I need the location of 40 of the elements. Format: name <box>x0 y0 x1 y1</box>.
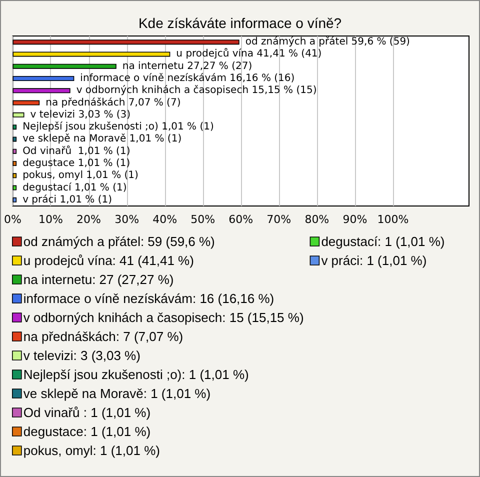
x-tick-label: 20% <box>76 213 101 226</box>
x-tick-label: 90% <box>342 213 368 226</box>
legend-label: v televizi: 3 (3,03 %) <box>23 348 140 363</box>
x-tick-label: 0% <box>4 213 22 226</box>
data-label: u prodejců vína 41,41 % (41) <box>176 48 322 60</box>
legend-label: degustace: 1 (1,01 %) <box>23 424 151 439</box>
x-tick-label: 100% <box>377 213 409 226</box>
legend-label: ve sklepě na Moravě: 1 (1,01 %) <box>23 386 211 401</box>
data-label: na internetu 27,27 % (27) <box>122 60 252 72</box>
legend-label: u prodejců vína: 41 (41,41 %) <box>23 253 194 268</box>
chart-title: Kde získáváte informace o víně? <box>138 15 342 31</box>
legend-label: na internetu: 27 (27,27 %) <box>23 272 174 287</box>
data-label: degustací 1,01 % (1) <box>22 182 127 194</box>
data-label: v práci 1,01 % (1) <box>22 194 112 206</box>
data-label: degustace 1,01 % (1) <box>22 158 130 169</box>
data-label: v televizi 3,03 % (3) <box>30 109 131 120</box>
legend-label: Od vinařů : 1 (1,01 %) <box>23 405 151 420</box>
x-tick-label: 30% <box>114 213 140 226</box>
x-tick-label: 40% <box>152 213 178 226</box>
data-label: na přednáškách 7,07 % (7) <box>46 97 181 108</box>
legend-label: Nejlepší jsou zkušenosti ;o): 1 (1,01 %) <box>23 367 249 382</box>
data-label: informace o víně nezískávám 16,16 % (16) <box>80 73 295 84</box>
legend-label: informace o víně nezískávám: 16 (16,16 %) <box>23 291 274 306</box>
legend-label: pokus, omyl: 1 (1,01 %) <box>23 443 160 458</box>
x-tick-label: 10% <box>38 213 63 226</box>
x-tick-label: 70% <box>266 213 292 226</box>
x-tick-label: 60% <box>228 213 254 226</box>
x-tick-label: 80% <box>304 213 330 226</box>
data-label: od známých a přátel 59,6 % (59) <box>245 36 410 48</box>
data-label: ve sklepě na Moravě 1,01 % (1) <box>22 134 182 145</box>
legend-label: na přednáškách: 7 (7,07 %) <box>23 329 184 344</box>
data-label: v odborných knihách a časopisech 15,15 % (15) <box>76 85 317 96</box>
legend-label: v odborných knihách a časopisech: 15 (15,15 %) <box>23 310 304 325</box>
data-label: Nejlepší jsou zkušenosti ;o) 1,01 % (1) <box>22 122 214 133</box>
legend-label: v práci: 1 (1,01 %) <box>321 253 427 268</box>
data-label: pokus, omyl 1,01 % (1) <box>22 170 139 182</box>
x-tick-label: 50% <box>190 213 216 226</box>
data-label: Od vinařů 1,01 % (1) <box>22 144 130 157</box>
legend-label: degustací: 1 (1,01 %) <box>321 234 445 249</box>
legend-label: od známých a přátel: 59 (59,6 %) <box>23 234 215 249</box>
